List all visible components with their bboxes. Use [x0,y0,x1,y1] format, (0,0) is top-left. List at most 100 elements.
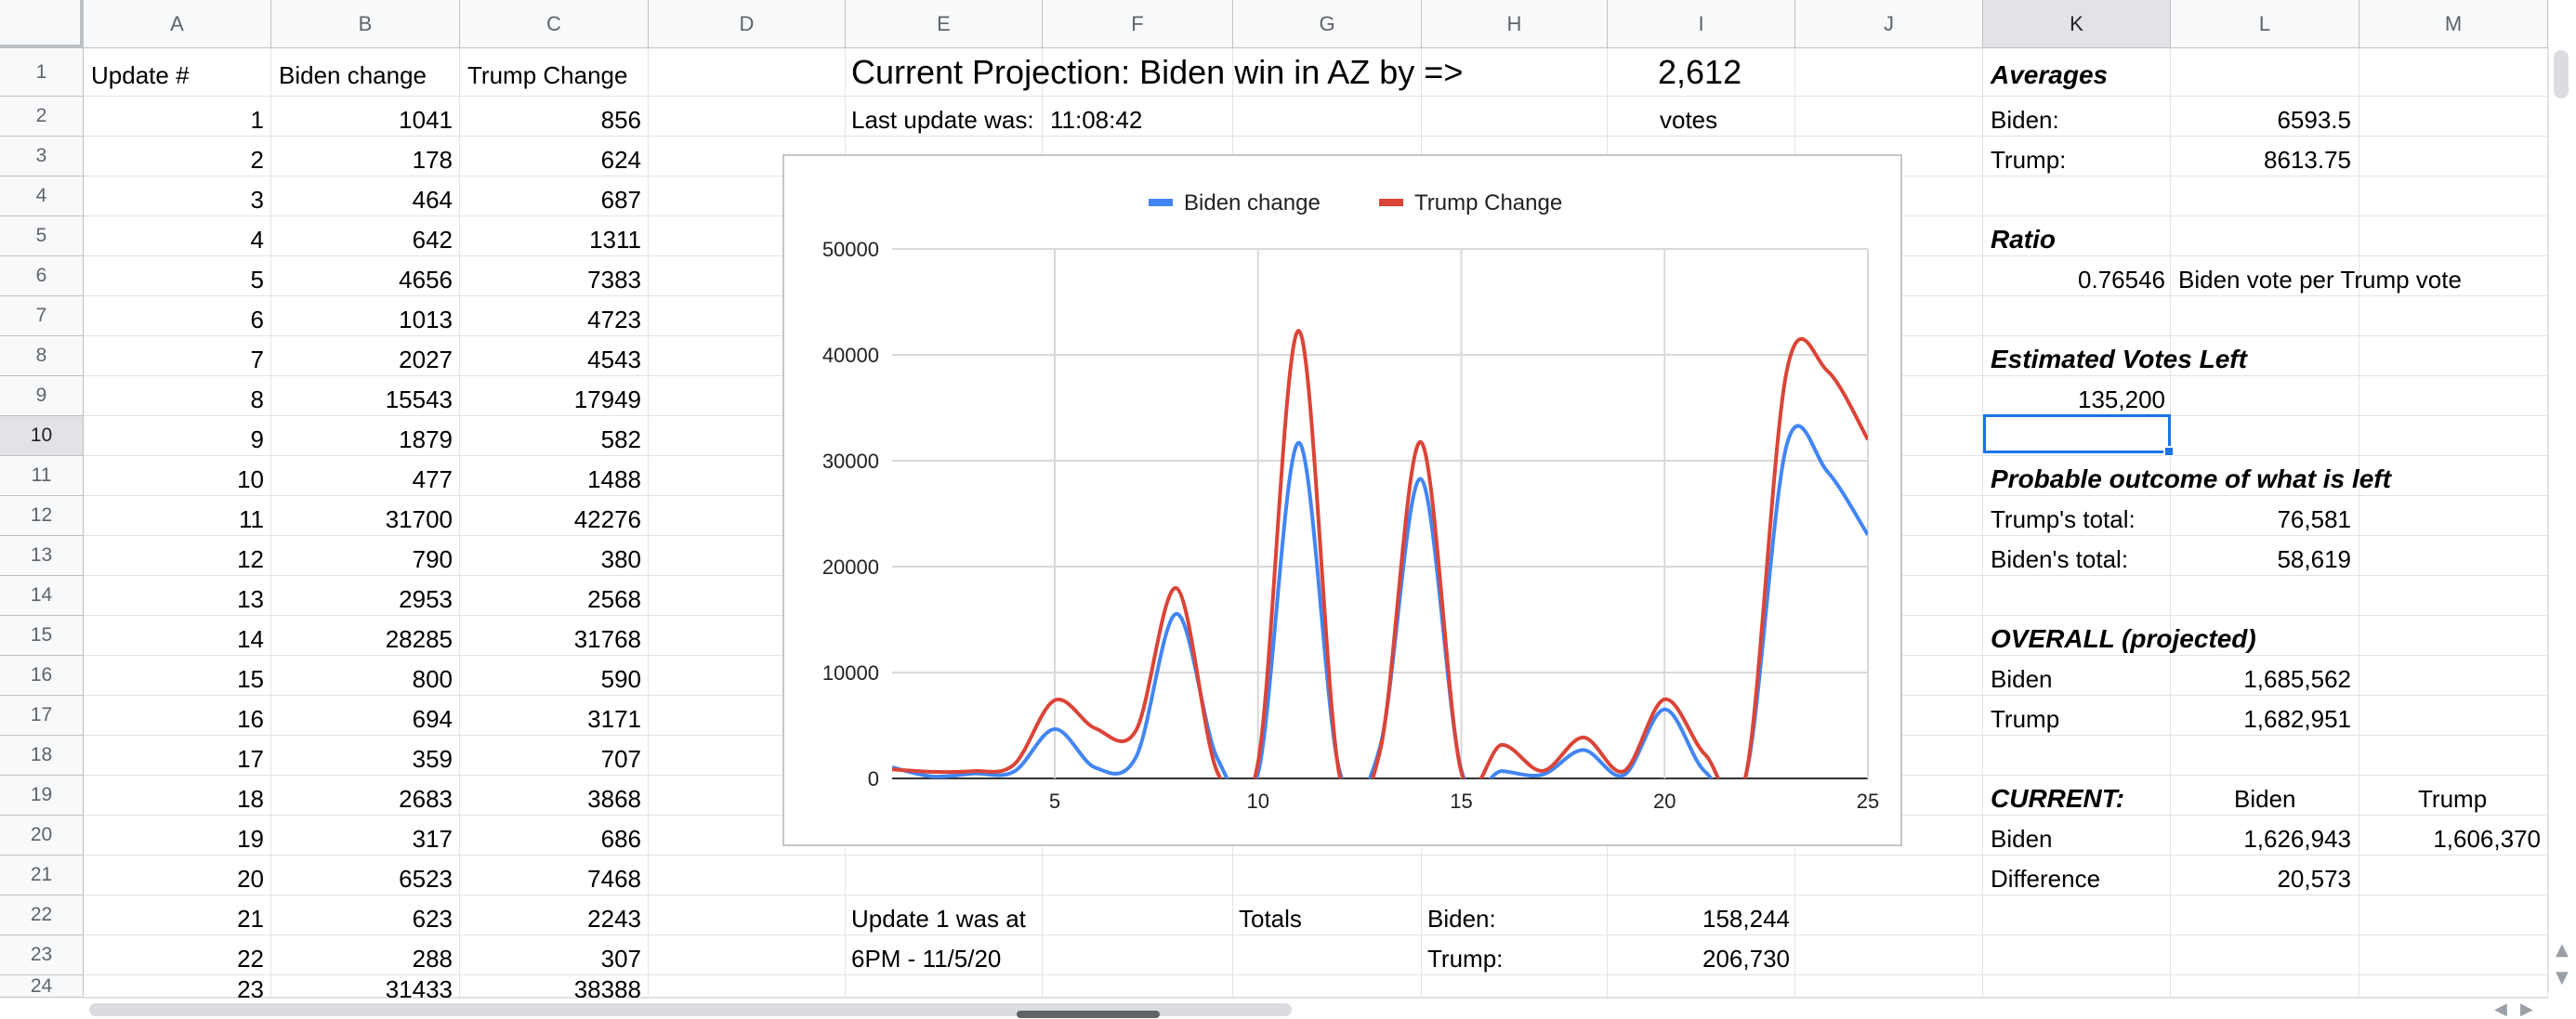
scroll-left-arrow-icon[interactable]: ◀ [2494,999,2507,1019]
column-header[interactable]: H [1422,0,1608,48]
grid-cell[interactable] [460,816,649,856]
grid-cell[interactable] [1795,856,1983,895]
grid-cell[interactable] [2359,776,2548,816]
row-header[interactable]: 1 [0,48,84,97]
grid-cell[interactable] [460,776,649,816]
grid-cell[interactable] [846,975,1043,998]
grid-cell[interactable] [460,536,649,576]
grid-cell[interactable] [2359,576,2548,616]
grid-cell[interactable] [84,816,271,856]
grid-cell[interactable] [1983,856,2171,895]
grid-cell[interactable] [1608,895,1795,935]
grid-cell[interactable] [84,176,271,216]
grid-cell[interactable] [2359,97,2548,137]
grid-cell[interactable] [1983,975,2171,998]
grid-cell[interactable] [271,256,460,296]
grid-cell[interactable] [1983,48,2171,97]
grid-cell[interactable] [1043,856,1233,895]
grid-cell[interactable] [84,416,271,456]
row-header[interactable]: 6 [0,256,84,296]
grid-cell[interactable] [2359,416,2548,456]
grid-cell[interactable] [2359,176,2548,216]
grid-cell[interactable] [2359,616,2548,656]
row-header[interactable]: 14 [0,576,84,616]
grid-cell[interactable] [460,616,649,656]
row-header[interactable]: 10 [0,416,84,456]
grid-cell[interactable] [271,776,460,816]
scroll-down-arrow-icon[interactable]: ▼ [2556,968,2569,987]
column-header[interactable]: J [1795,0,1983,48]
grid-cell[interactable] [460,856,649,895]
grid-cell[interactable] [649,48,846,97]
grid-cell[interactable] [2359,895,2548,935]
grid-cell[interactable] [2171,816,2359,856]
grid-cell[interactable] [460,416,649,456]
select-all-corner[interactable] [0,0,84,48]
grid-cell[interactable] [84,536,271,576]
grid-cell[interactable] [649,935,846,975]
grid-cell[interactable] [1608,97,1795,137]
grid-cell[interactable] [271,416,460,456]
grid-cell[interactable] [1043,48,1233,97]
grid-cell[interactable] [1983,256,2171,296]
column-header[interactable]: I [1608,0,1795,48]
grid-cell[interactable] [1043,935,1233,975]
row-header[interactable]: 17 [0,696,84,736]
grid-cell[interactable] [846,97,1043,137]
grid-cell[interactable] [271,696,460,736]
grid-cell[interactable] [846,935,1043,975]
grid-cell[interactable] [84,736,271,776]
grid-cell[interactable] [1795,975,1983,998]
grid-cell[interactable] [1422,935,1608,975]
column-header[interactable]: M [2359,0,2548,48]
row-header[interactable]: 12 [0,496,84,536]
grid-cell[interactable] [84,856,271,895]
row-header[interactable]: 21 [0,856,84,895]
grid-cell[interactable] [846,856,1043,895]
grid-cell[interactable] [84,48,271,97]
horizontal-scroll-thumb[interactable] [89,1003,1292,1016]
grid-cell[interactable] [1983,456,2171,496]
grid-cell[interactable] [2359,856,2548,895]
grid-cell[interactable] [1983,736,2171,776]
grid-cell[interactable] [460,975,649,998]
grid-cell[interactable] [2171,856,2359,895]
grid-cell[interactable] [460,456,649,496]
grid-cell[interactable] [1795,895,1983,935]
grid-cell[interactable] [2359,48,2548,97]
grid-cell[interactable] [460,935,649,975]
grid-cell[interactable] [2171,176,2359,216]
grid-cell[interactable] [2171,536,2359,576]
grid-cell[interactable] [2171,256,2359,296]
grid-cell[interactable] [271,296,460,336]
grid-cell[interactable] [271,935,460,975]
column-header[interactable]: K [1983,0,2171,48]
grid-cell[interactable] [460,137,649,176]
grid-cell[interactable] [2359,216,2548,256]
grid-cell[interactable] [1608,935,1795,975]
column-header[interactable]: E [846,0,1043,48]
grid-cell[interactable] [460,97,649,137]
grid-cell[interactable] [271,176,460,216]
grid-cell[interactable] [649,895,846,935]
grid-cell[interactable] [2171,776,2359,816]
grid-cell[interactable] [271,456,460,496]
grid-cell[interactable] [2171,895,2359,935]
grid-cell[interactable] [2171,975,2359,998]
grid-cell[interactable] [1608,856,1795,895]
grid-cell[interactable] [1983,616,2171,656]
vertical-scroll-thumb[interactable] [2554,50,2569,98]
grid-cell[interactable] [2171,416,2359,456]
grid-cell[interactable] [271,536,460,576]
scroll-up-arrow-icon[interactable]: ▲ [2556,940,2569,960]
grid-cell[interactable] [1233,48,1422,97]
column-header[interactable]: A [84,0,271,48]
grid-cell[interactable] [2171,656,2359,696]
grid-cell[interactable] [1983,536,2171,576]
grid-cell[interactable] [1983,176,2171,216]
grid-cell[interactable] [2359,935,2548,975]
grid-cell[interactable] [2171,696,2359,736]
grid-cell[interactable] [1983,656,2171,696]
grid-cell[interactable] [649,975,846,998]
